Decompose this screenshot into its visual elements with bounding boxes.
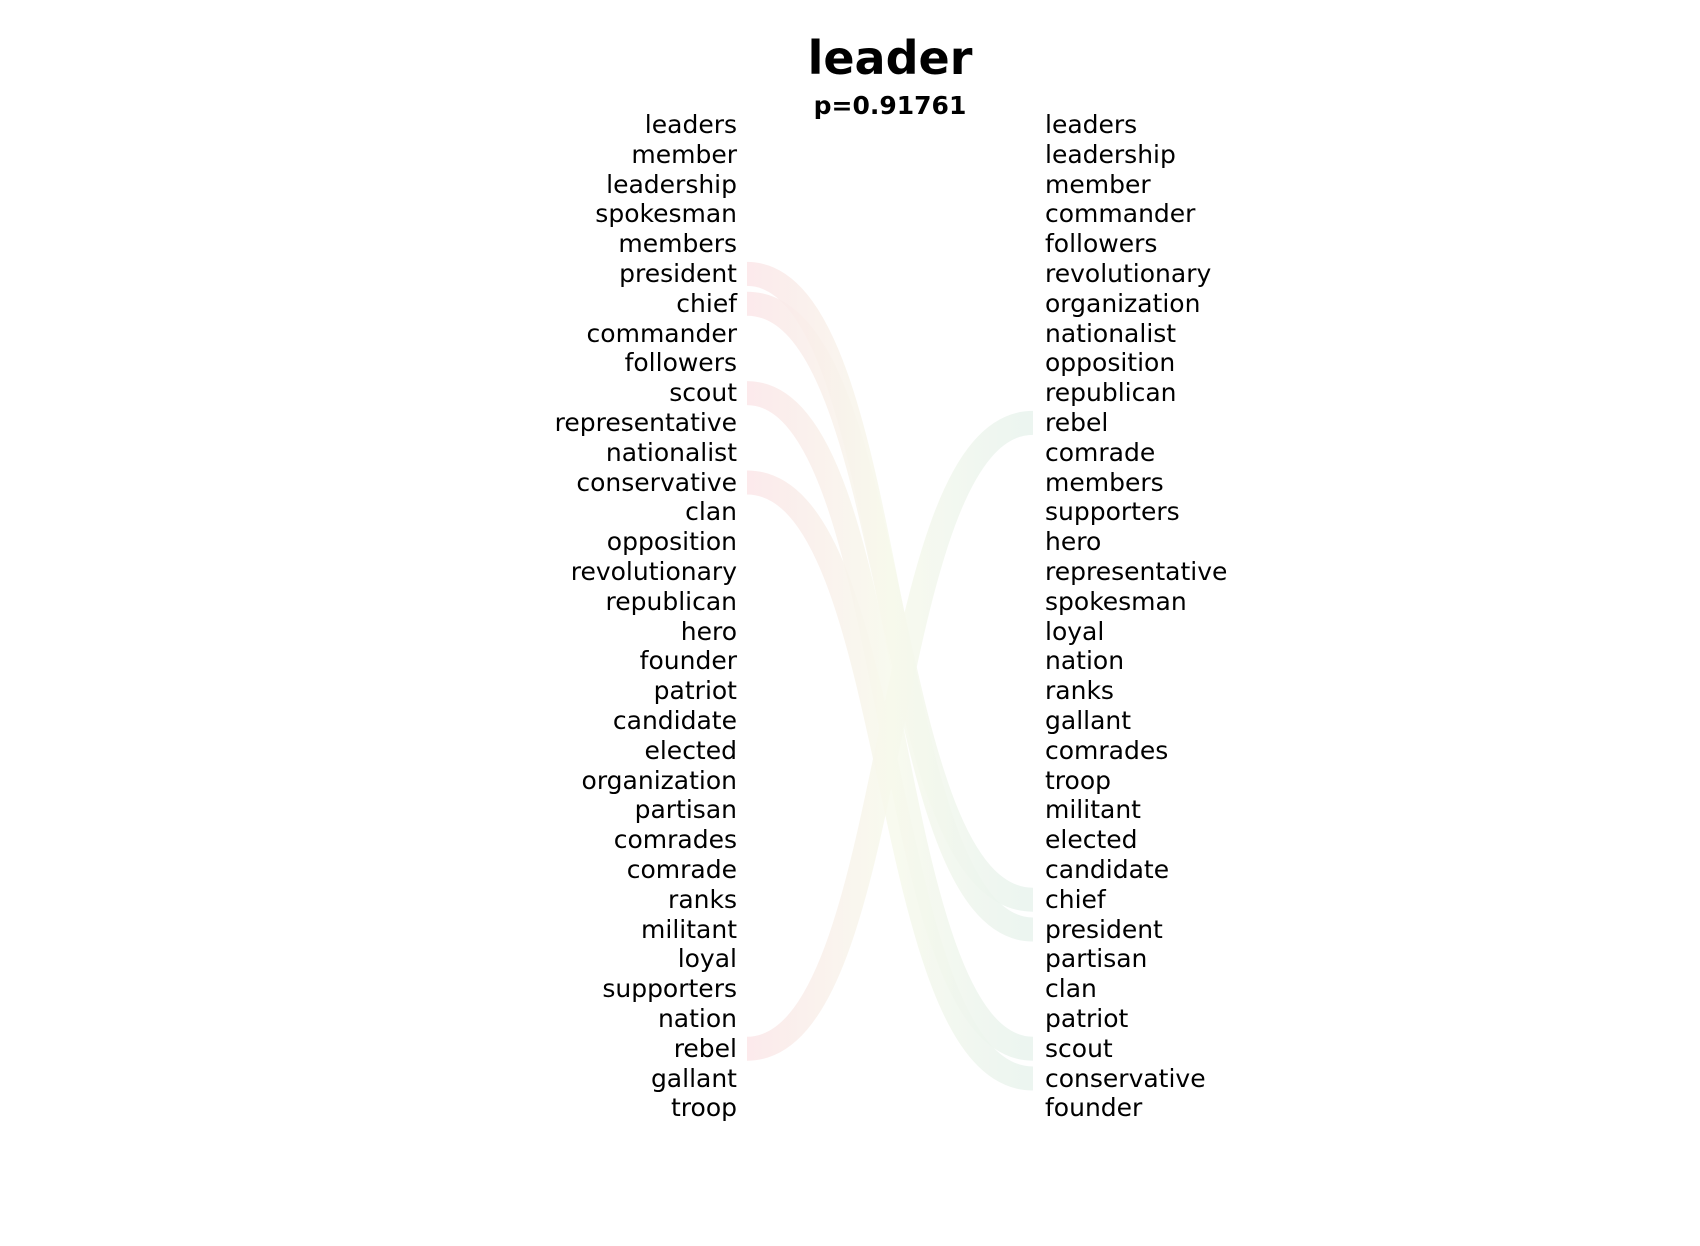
- right-word: troop: [1045, 765, 1111, 795]
- right-word: nation: [1045, 646, 1125, 676]
- left-word: organization: [581, 765, 737, 795]
- left-word: troop: [671, 1093, 737, 1123]
- link-rebel: [745, 410, 1035, 1061]
- left-word: nationalist: [605, 437, 737, 467]
- left-word: republican: [605, 586, 738, 616]
- right-word: partisan: [1045, 944, 1148, 974]
- right-word: leadership: [1045, 139, 1176, 169]
- right-word: gallant: [1045, 705, 1132, 735]
- left-word: representative: [554, 407, 737, 437]
- left-word: leaders: [644, 110, 737, 139]
- left-word: followers: [624, 348, 737, 378]
- left-ranking: leaders member leadership spokesman members p…: [555, 110, 737, 1123]
- left-word: clan: [685, 497, 737, 527]
- left-word: founder: [639, 646, 737, 676]
- left-word: scout: [669, 378, 737, 408]
- left-word: comrades: [613, 825, 737, 855]
- left-word: commander: [586, 318, 737, 348]
- right-word: loyal: [1045, 616, 1105, 646]
- left-word: opposition: [606, 527, 737, 557]
- left-word: gallant: [650, 1063, 737, 1093]
- left-word: member: [631, 139, 737, 169]
- right-word: founder: [1045, 1093, 1143, 1123]
- right-word: militant: [1045, 795, 1141, 825]
- right-word: elected: [1045, 825, 1138, 855]
- left-word: chief: [676, 288, 737, 318]
- right-word: ranks: [1045, 676, 1114, 706]
- right-word: comrades: [1045, 735, 1169, 765]
- left-word: hero: [680, 616, 737, 646]
- right-word: members: [1045, 467, 1164, 497]
- left-word: members: [618, 229, 737, 259]
- right-ranking: leaders leadership member commander follower…: [1045, 110, 1227, 1123]
- right-word: representative: [1045, 556, 1228, 586]
- left-word: nation: [657, 1003, 737, 1033]
- chart-subtitle: p=0.91761: [813, 91, 967, 120]
- left-word: leadership: [606, 169, 737, 199]
- left-word: president: [619, 258, 737, 288]
- right-word: leaders: [1045, 110, 1138, 139]
- left-word: partisan: [634, 795, 737, 825]
- right-word: nationalist: [1045, 318, 1177, 348]
- right-word: conservative: [1045, 1063, 1206, 1093]
- chart-title: leader: [807, 31, 973, 85]
- left-word: militant: [641, 914, 737, 944]
- right-word: organization: [1045, 288, 1201, 318]
- right-word: republican: [1045, 378, 1177, 408]
- right-word: chief: [1045, 884, 1106, 914]
- right-word: scout: [1045, 1033, 1113, 1063]
- left-word: ranks: [668, 884, 737, 914]
- right-word: clan: [1045, 974, 1097, 1004]
- right-word: spokesman: [1045, 586, 1187, 616]
- left-word: spokesman: [595, 199, 737, 229]
- right-word: candidate: [1045, 854, 1170, 884]
- left-word: candidate: [612, 705, 737, 735]
- right-word: revolutionary: [1045, 258, 1212, 288]
- left-word: conservative: [576, 467, 737, 497]
- right-word: patriot: [1045, 1003, 1129, 1033]
- left-word: revolutionary: [570, 556, 737, 586]
- link-chief: [745, 291, 1035, 912]
- right-word: commander: [1045, 199, 1196, 229]
- right-word: rebel: [1045, 407, 1109, 437]
- right-word: comrade: [1045, 437, 1156, 467]
- right-word: followers: [1045, 229, 1158, 259]
- left-word: rebel: [673, 1033, 737, 1063]
- right-word: president: [1045, 914, 1163, 944]
- left-word: supporters: [602, 974, 737, 1004]
- right-word: hero: [1045, 527, 1102, 557]
- right-word: opposition: [1045, 348, 1176, 378]
- left-word: elected: [644, 735, 737, 765]
- left-word: comrade: [626, 854, 737, 884]
- left-word: loyal: [677, 944, 737, 974]
- right-word: member: [1045, 169, 1151, 199]
- right-word: supporters: [1045, 497, 1180, 527]
- left-word: patriot: [653, 676, 737, 706]
